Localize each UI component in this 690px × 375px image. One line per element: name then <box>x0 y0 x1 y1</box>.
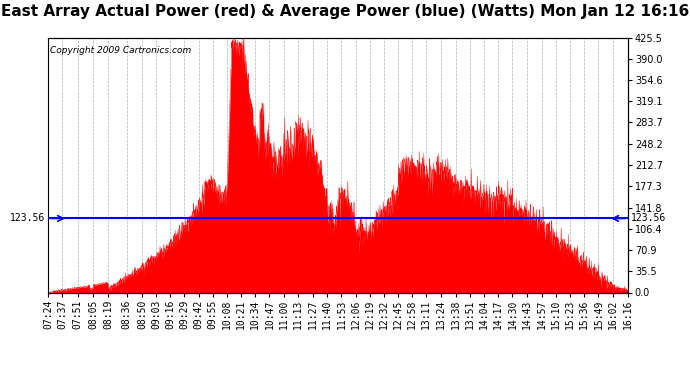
Text: 123.56: 123.56 <box>631 213 667 223</box>
Text: Copyright 2009 Cartronics.com: Copyright 2009 Cartronics.com <box>50 46 192 56</box>
Text: 123.56: 123.56 <box>10 213 45 223</box>
Text: East Array Actual Power (red) & Average Power (blue) (Watts) Mon Jan 12 16:16: East Array Actual Power (red) & Average … <box>1 4 689 19</box>
